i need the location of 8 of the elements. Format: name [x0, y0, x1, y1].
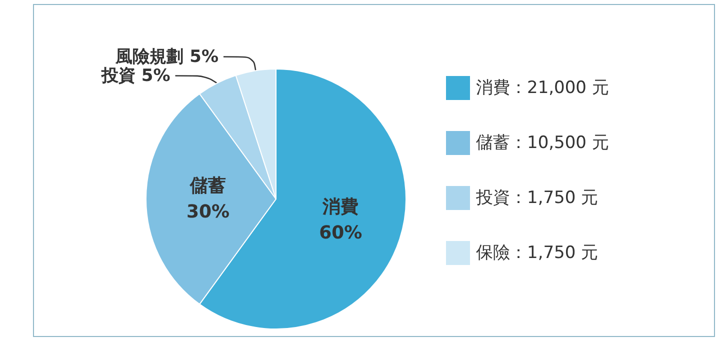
legend-label: 消費：21,000 元: [476, 78, 609, 98]
data-label: 消費 60%: [319, 196, 362, 244]
data-label: 投資 5%: [100, 66, 170, 86]
data-label: 風險規劃 5%: [114, 46, 218, 67]
legend-label: 投資：1,750 元: [475, 188, 598, 208]
legend-label: 保險：1,750 元: [476, 243, 598, 263]
data-label: 儲蓄 30%: [186, 176, 230, 222]
legend-label: 儲蓄：10,500 元: [476, 133, 609, 153]
